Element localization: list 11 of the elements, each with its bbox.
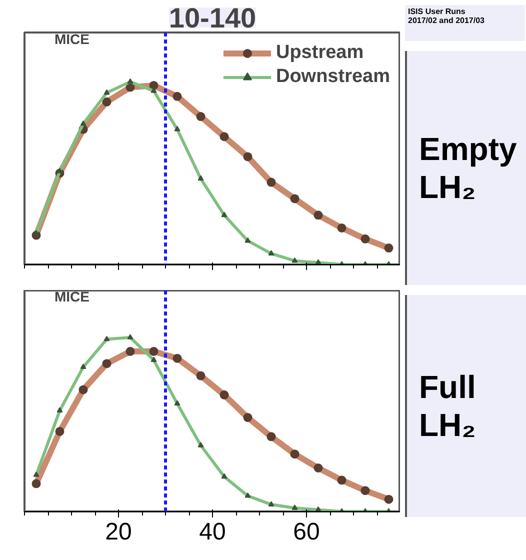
text: MICE bbox=[54, 31, 90, 48]
text: ISIS User Runs 2017/02 and 2017/03 bbox=[408, 7, 485, 26]
legend-label: Downstream bbox=[276, 66, 390, 88]
text: MICE bbox=[54, 288, 90, 304]
text: Empty LH₂ bbox=[419, 130, 517, 206]
x-tick-label: 40 bbox=[199, 518, 226, 546]
text: Full LH₂ bbox=[419, 368, 476, 444]
chart-title: 10-140 bbox=[168, 2, 256, 34]
legend-label: Upstream bbox=[276, 42, 364, 64]
x-tick-label: 20 bbox=[105, 518, 132, 546]
x-tick-label: 60 bbox=[293, 518, 320, 546]
